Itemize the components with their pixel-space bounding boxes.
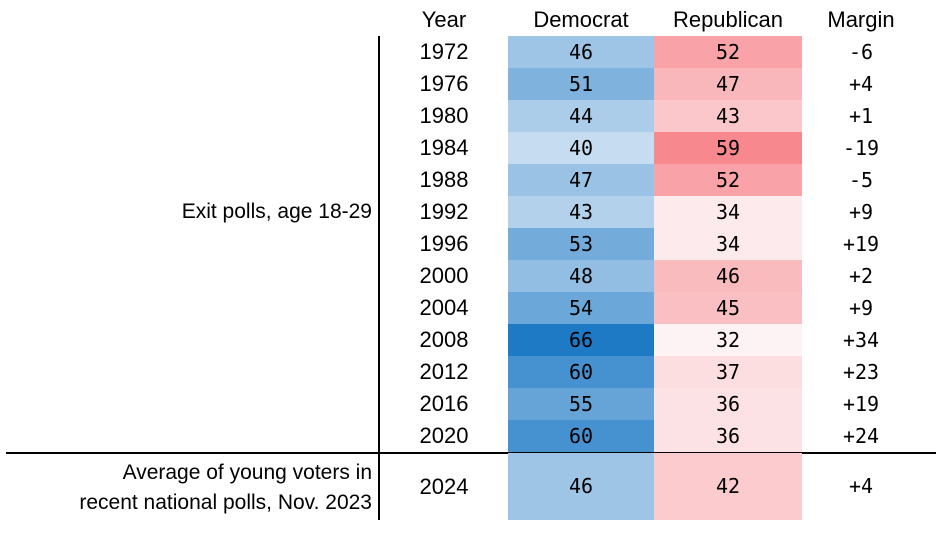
row-1972-margin: -6 <box>848 40 874 64</box>
row-2020-republican-cell: 36 <box>654 420 802 452</box>
header-year: Year <box>421 7 467 32</box>
row-2016-year: 2016 <box>419 391 469 416</box>
row-1996-margin: +19 <box>842 232 880 256</box>
header-margin: Margin <box>827 7 895 32</box>
row-1972-republican-cell: 52 <box>654 36 802 68</box>
row-1980-democrat-cell: 44 <box>508 100 654 132</box>
row-1972-democrat-cell: 46 <box>508 36 654 68</box>
row-2016-margin: +19 <box>842 392 880 416</box>
row-2008-republican-cell: 32 <box>654 324 802 356</box>
row-1976-margin: +4 <box>848 72 874 96</box>
row-2020-democrat-cell: 60 <box>508 420 654 452</box>
row-1984-democrat-cell: 40 <box>508 132 654 164</box>
section-divider-horizontal <box>6 452 936 454</box>
row-1984-margin: -19 <box>842 136 880 160</box>
row-1976-democrat-cell: 51 <box>508 68 654 100</box>
row-2000-margin: +2 <box>848 264 874 288</box>
header-democrat: Democrat <box>533 7 629 32</box>
row-1972-year: 1972 <box>419 39 469 64</box>
row-2004-democrat-cell: 54 <box>508 292 654 324</box>
row-2020-year: 2020 <box>419 423 469 448</box>
row-1988-democrat-cell: 47 <box>508 164 654 196</box>
row-1980-republican-cell: 43 <box>654 100 802 132</box>
row-2012-margin: +23 <box>842 360 880 384</box>
exit-polls-label: Exit polls, age 18-29 <box>181 200 372 223</box>
row-2012-year: 2012 <box>419 359 469 384</box>
row-1976-year: 1976 <box>419 71 469 96</box>
row-1992-margin: +9 <box>848 200 874 224</box>
row-2008-margin: +34 <box>842 328 880 352</box>
row-2000-republican-cell: 46 <box>654 260 802 292</box>
row-1996-year: 1996 <box>419 231 469 256</box>
row-recent-2024-republican-cell: 42 <box>654 453 802 520</box>
row-1996-democrat-cell: 53 <box>508 228 654 260</box>
recent-polls-label-line2: recent national polls, Nov. 2023 <box>79 491 372 514</box>
row-1984-republican-cell: 59 <box>654 132 802 164</box>
row-recent-2024-democrat-cell: 46 <box>508 453 654 520</box>
row-2004-year: 2004 <box>419 295 469 320</box>
row-2012-democrat-cell: 60 <box>508 356 654 388</box>
row-1984-year: 1984 <box>419 135 469 160</box>
row-1992-democrat-cell: 43 <box>508 196 654 228</box>
row-2008-year: 2008 <box>419 327 469 352</box>
row-1988-year: 1988 <box>419 167 469 192</box>
row-1996-republican-cell: 34 <box>654 228 802 260</box>
group-divider-vertical <box>378 36 380 520</box>
row-1988-republican-cell: 52 <box>654 164 802 196</box>
row-1992-year: 1992 <box>419 199 469 224</box>
row-2000-year: 2000 <box>419 263 469 288</box>
row-recent-2024-year: 2024 <box>419 474 469 499</box>
row-recent-2024-margin: +4 <box>848 474 874 498</box>
row-2012-republican-cell: 37 <box>654 356 802 388</box>
row-2020-margin: +24 <box>842 424 880 448</box>
header-republican: Republican <box>672 7 784 32</box>
row-2008-democrat-cell: 66 <box>508 324 654 356</box>
row-2000-democrat-cell: 48 <box>508 260 654 292</box>
row-2016-republican-cell: 36 <box>654 388 802 420</box>
row-1976-republican-cell: 47 <box>654 68 802 100</box>
row-1980-year: 1980 <box>419 103 469 128</box>
recent-polls-label-line1: Average of young voters in <box>122 461 372 484</box>
row-2004-margin: +9 <box>848 296 874 320</box>
row-1988-margin: -5 <box>848 168 874 192</box>
row-1980-margin: +1 <box>848 104 874 128</box>
row-1992-republican-cell: 34 <box>654 196 802 228</box>
row-2004-republican-cell: 45 <box>654 292 802 324</box>
row-2016-democrat-cell: 55 <box>508 388 654 420</box>
